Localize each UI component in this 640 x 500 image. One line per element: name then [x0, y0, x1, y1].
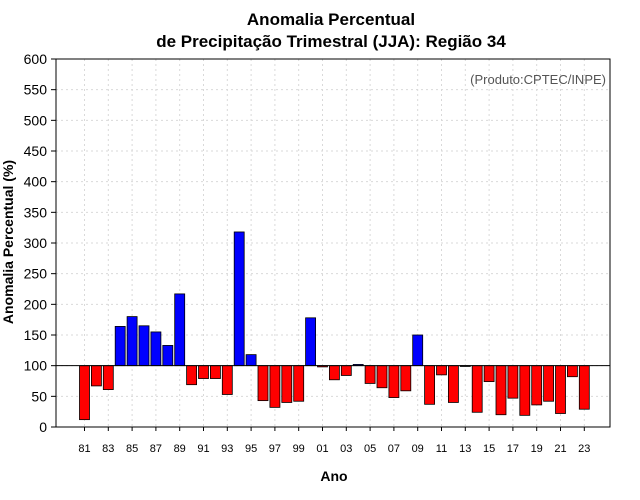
- chart-title-line2: de Precipitação Trimestral (JJA): Região…: [156, 32, 506, 51]
- bar-87: [150, 331, 162, 367]
- x-tick-label: 85: [126, 443, 138, 455]
- x-tick-label: 11: [436, 443, 447, 455]
- bar-93: [221, 365, 233, 395]
- bar-22: [567, 365, 578, 378]
- bar-10: [424, 365, 436, 405]
- y-tick-label: 450: [24, 143, 48, 159]
- bar-91: [198, 365, 209, 379]
- bar-06: [376, 365, 388, 389]
- bar-95: [245, 354, 257, 367]
- bar-16: [495, 365, 507, 416]
- chart-title-line1: Anomalia Percentual: [247, 10, 415, 29]
- bar-90: [186, 365, 198, 386]
- bar-07: [388, 365, 400, 398]
- bar-23: [578, 365, 590, 410]
- bar-00: [305, 317, 317, 367]
- x-tick-label: 09: [412, 443, 424, 455]
- y-axis: 0 50 100 150 200 250 300 350 400 450 500 550 600: [24, 51, 56, 435]
- bar-85: [126, 316, 138, 367]
- y-tick-label: 150: [24, 327, 48, 343]
- x-axis: 81 83 85 87 89 91 93 95 97 99 01 03 05 07 09 11 13 15 17 19…: [78, 427, 590, 455]
- x-tick-label: 21: [554, 443, 566, 455]
- bar-08: [400, 365, 412, 392]
- bar-12: [447, 365, 459, 403]
- x-tick-label: 13: [459, 443, 471, 455]
- y-tick-label: 100: [24, 358, 48, 374]
- y-tick-label: 250: [24, 266, 48, 282]
- bar-03: [340, 365, 352, 376]
- bar-20: [543, 365, 554, 402]
- y-tick-label: 550: [24, 82, 48, 98]
- bar-02: [328, 365, 340, 381]
- y-axis-label: Anomalia Percentual (%): [0, 160, 16, 324]
- x-tick-label: 87: [150, 443, 162, 455]
- x-tick-label: 05: [364, 443, 376, 455]
- y-tick-label: 600: [24, 51, 48, 67]
- y-tick-label: 350: [24, 204, 48, 220]
- y-tick-label: 50: [31, 388, 47, 404]
- bar-17: [507, 365, 519, 399]
- bar-18: [519, 365, 531, 416]
- bar-97: [269, 365, 281, 408]
- bar-21: [555, 365, 566, 414]
- x-tick-label: 91: [197, 443, 209, 455]
- bars-layer: [79, 231, 590, 421]
- x-axis-label: Ano: [320, 468, 347, 484]
- bar-11: [436, 365, 447, 376]
- bar-19: [531, 365, 543, 406]
- bar-15: [483, 365, 495, 383]
- x-tick-label: 93: [221, 443, 233, 455]
- y-tick-label: 500: [24, 112, 48, 128]
- bar-09: [412, 334, 424, 367]
- bar-98: [281, 365, 293, 403]
- y-tick-label: 300: [24, 235, 48, 251]
- x-tick-label: 23: [578, 443, 590, 455]
- bar-82: [91, 365, 102, 387]
- x-tick-label: 15: [483, 443, 495, 455]
- bar-14: [471, 365, 483, 413]
- bar-99: [293, 365, 305, 402]
- bar-92: [209, 365, 221, 379]
- bar-84: [114, 326, 126, 367]
- x-tick-label: 19: [531, 443, 543, 455]
- credit-note: (Produto:CPTEC/INPE): [470, 72, 606, 87]
- bar-86: [138, 325, 150, 367]
- y-tick-label: 0: [39, 419, 47, 435]
- x-tick-label: 03: [340, 443, 352, 455]
- x-tick-label: 99: [293, 443, 305, 455]
- x-tick-label: 97: [269, 443, 281, 455]
- bar-96: [257, 365, 269, 402]
- x-tick-label: 07: [388, 443, 400, 455]
- x-tick-label: 01: [316, 443, 328, 455]
- x-tick-label: 95: [245, 443, 257, 455]
- y-tick-label: 200: [24, 296, 48, 312]
- bar-94: [233, 231, 245, 367]
- x-tick-label: 89: [174, 443, 186, 455]
- x-tick-label: 17: [507, 443, 519, 455]
- bar-88: [162, 345, 174, 367]
- bar-89: [174, 293, 186, 367]
- bar-81: [79, 365, 90, 421]
- bar-83: [102, 365, 114, 390]
- y-tick-label: 400: [24, 174, 48, 190]
- x-tick-label: 81: [78, 443, 90, 455]
- bar-05: [364, 365, 376, 384]
- x-tick-label: 83: [102, 443, 114, 455]
